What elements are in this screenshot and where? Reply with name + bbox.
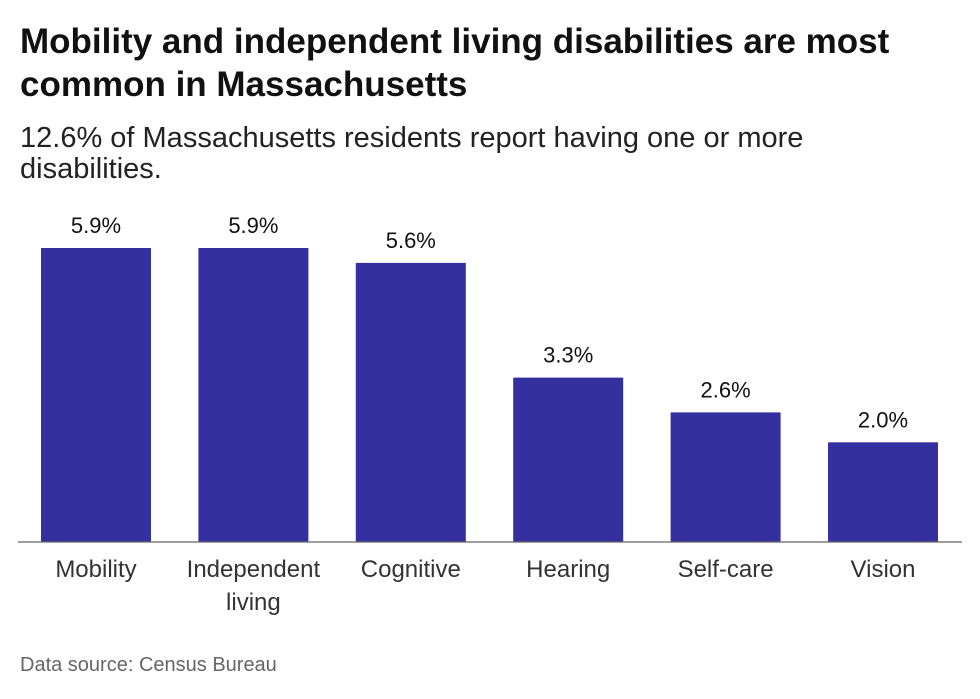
category-label-line: Self-care [678, 556, 774, 583]
bar-value-label: 5.6% [386, 228, 436, 253]
category-label-line: Independent [187, 556, 321, 583]
chart-subtitle: 12.6% of Massachusetts residents report … [20, 122, 804, 185]
bar-value-label: 2.6% [701, 377, 751, 402]
bar-cognitive [355, 262, 466, 542]
category-label-line: Hearing [526, 556, 610, 583]
category-label: Self-care [678, 556, 774, 583]
bar-self-care [670, 412, 781, 542]
bar-value-label: 5.9% [71, 213, 121, 238]
bar-vision [828, 442, 938, 542]
category-label: Cognitive [361, 556, 461, 583]
category-label-line: Cognitive [361, 556, 461, 583]
category-label-line: Mobility [55, 556, 136, 583]
bar-value-label: 2.0% [858, 407, 908, 432]
category-labels-group: Mobility Independent living Cognitive Hearin… [55, 556, 915, 616]
category-label: Mobility [55, 556, 136, 583]
bar-hearing [513, 377, 624, 542]
category-label: Independent living [187, 556, 321, 616]
bar-value-label: 3.3% [543, 343, 593, 368]
category-label-line: living [226, 589, 281, 616]
value-labels-group: 5.9% 5.9% 5.6% 3.3% 2.6% 2.0% [71, 213, 908, 432]
bar-value-label: 5.9% [228, 213, 278, 238]
bar-mobility [41, 248, 151, 542]
data-source-note: Data source: Census Bureau [20, 654, 277, 676]
category-label: Hearing [526, 556, 610, 583]
chart-title: Mobility and independent living disabili… [20, 22, 890, 104]
category-label-line: Vision [851, 556, 916, 583]
bar-independent-living [198, 248, 309, 542]
bars-group [41, 248, 938, 542]
category-label: Vision [851, 556, 916, 583]
